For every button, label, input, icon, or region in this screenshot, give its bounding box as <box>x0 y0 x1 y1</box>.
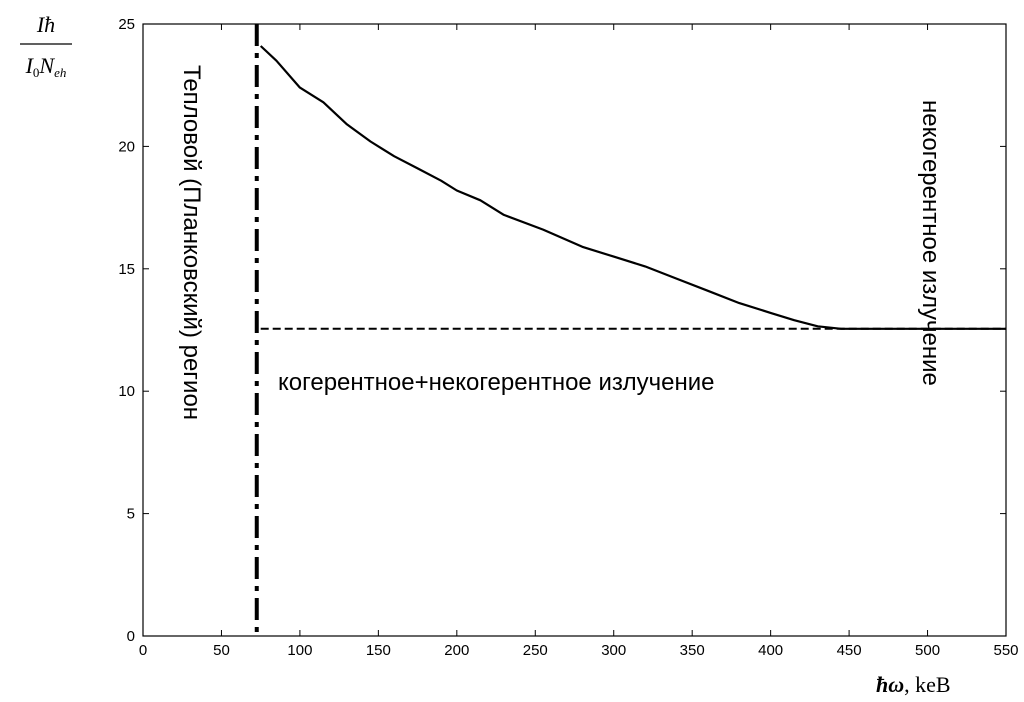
x-tick-label: 150 <box>366 642 391 659</box>
series-line-total <box>259 45 1006 330</box>
x-tick-label: 50 <box>213 642 230 659</box>
y-tick-label: 25 <box>118 16 135 33</box>
x-axis-ticks: 0 50 100 150 200 250 300 350 400 450 500 550 <box>139 24 1019 659</box>
y-label-denominator-subeh: eh <box>54 65 66 80</box>
y-label-denominator-N: N <box>38 53 55 78</box>
x-axis-label: ħω, keB <box>876 672 951 697</box>
y-tick-label: 10 <box>118 383 135 400</box>
annotation-incoherent: некогерентное излучение <box>917 100 944 386</box>
annotation-thermal-region: Тепловой (Планковский) регион <box>178 65 205 420</box>
x-label-symbol: ħω <box>876 672 904 697</box>
y-tick-label: 15 <box>118 261 135 278</box>
y-label-denominator: I0Neh <box>25 53 67 80</box>
x-tick-label: 500 <box>915 642 940 659</box>
x-tick-label: 0 <box>139 642 147 659</box>
y-label-denominator-sub0: 0 <box>33 65 40 80</box>
x-tick-label: 550 <box>993 642 1018 659</box>
x-tick-label: 400 <box>758 642 783 659</box>
x-tick-label: 450 <box>837 642 862 659</box>
y-tick-label: 0 <box>127 628 135 645</box>
x-tick-label: 200 <box>444 642 469 659</box>
x-label-unit: , keB <box>904 672 950 697</box>
y-tick-label: 5 <box>127 506 135 523</box>
y-label-numerator: Iħ <box>36 12 55 37</box>
plot-frame <box>142 23 1007 637</box>
x-tick-label: 350 <box>680 642 705 659</box>
x-tick-label: 300 <box>601 642 626 659</box>
x-tick-label: 100 <box>287 642 312 659</box>
x-tick-label: 250 <box>523 642 548 659</box>
y-axis-ticks: 0 5 10 15 20 25 <box>118 16 1006 645</box>
annotation-coherent: когерентное+некогерентное излучение <box>278 369 714 396</box>
y-tick-label: 20 <box>118 138 135 155</box>
y-label-denominator-I: I <box>25 53 35 78</box>
y-axis-label: Iħ I0Neh <box>20 12 72 80</box>
